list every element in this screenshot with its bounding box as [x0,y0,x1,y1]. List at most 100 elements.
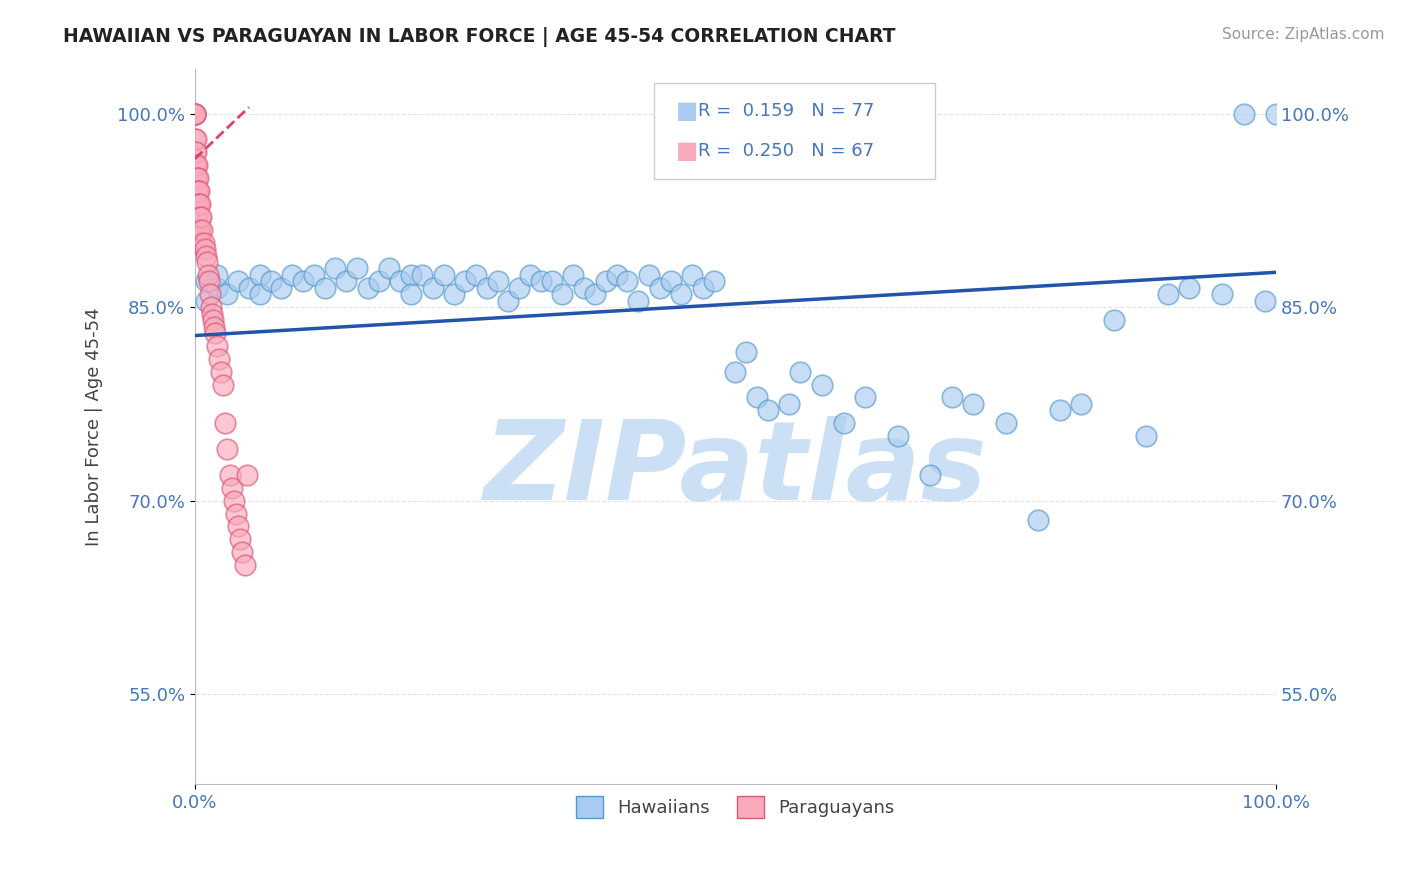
Point [214,416,236,430]
Point [195,255,218,269]
Point [186,171,208,186]
Point [197,268,219,282]
Point [314,281,336,295]
Point [184,210,207,224]
Point [1135,429,1157,443]
Point [659,274,682,288]
Point [187,223,209,237]
Point [186,235,208,250]
Point [201,307,224,321]
Point [194,242,217,256]
Point [184,223,207,237]
Point [616,274,638,288]
Point [498,293,520,308]
Point [562,268,585,282]
Text: Source: ZipAtlas.com: Source: ZipAtlas.com [1222,27,1385,42]
Point [186,210,208,224]
Point [198,274,221,288]
Point [226,519,249,533]
Point [367,274,389,288]
Text: HAWAIIAN VS PARAGUAYAN IN LABOR FORCE | AGE 45-54 CORRELATION CHART: HAWAIIAN VS PARAGUAYAN IN LABOR FORCE | … [63,27,896,46]
Point [378,261,401,276]
Point [193,235,215,250]
Point [236,467,259,482]
Point [194,274,217,288]
Point [226,274,249,288]
Point [184,106,207,120]
Point [184,171,207,186]
Point [186,197,208,211]
Point [218,467,240,482]
Point [184,197,207,211]
Point [789,365,811,379]
Point [886,429,908,443]
Point [217,442,239,456]
Point [1254,293,1277,308]
Point [735,345,758,359]
Point [519,268,541,282]
Point [249,268,271,282]
Point [605,268,627,282]
Y-axis label: In Labor Force | Age 45-54: In Labor Force | Age 45-54 [86,307,103,546]
Point [1070,397,1092,411]
Point [756,403,779,417]
Point [184,158,207,172]
Point [583,287,606,301]
Point [217,287,239,301]
Point [184,132,207,146]
Point [190,210,212,224]
Point [184,184,207,198]
Point [1102,313,1125,327]
Point [1049,403,1071,417]
Point [194,293,217,308]
Point [1232,106,1254,120]
Point [202,313,225,327]
Point [302,268,325,282]
Point [187,197,209,211]
Point [184,171,207,186]
Point [208,351,231,366]
Point [399,268,422,282]
Point [540,274,562,288]
Point [184,235,207,250]
Point [281,268,304,282]
Point [1026,513,1049,527]
Point [187,184,209,198]
Point [231,545,253,559]
Point [745,391,768,405]
Point [190,235,212,250]
Point [551,287,574,301]
Point [1265,106,1288,120]
Point [186,184,208,198]
Point [681,268,703,282]
Point [186,158,208,172]
Point [595,274,617,288]
Point [184,223,207,237]
Point [191,223,214,237]
Point [346,261,368,276]
Point [811,377,834,392]
Point [184,132,207,146]
Point [184,158,207,172]
Point [184,145,207,160]
Point [184,210,207,224]
Point [204,326,226,340]
Legend: Hawaiians, Paraguayans: Hawaiians, Paraguayans [568,789,903,825]
Text: R =  0.250   N = 67: R = 0.250 N = 67 [697,142,873,160]
Point [229,533,252,547]
Point [508,281,530,295]
Point [186,223,208,237]
Point [184,197,207,211]
Point [422,281,444,295]
Point [188,184,211,198]
Point [832,416,855,430]
Point [724,365,747,379]
Point [205,268,228,282]
Point [187,171,209,186]
Point [188,223,211,237]
Point [225,507,247,521]
Point [389,274,412,288]
Text: R =  0.159   N = 77: R = 0.159 N = 77 [697,103,875,120]
Point [853,391,876,405]
Point [941,391,963,405]
